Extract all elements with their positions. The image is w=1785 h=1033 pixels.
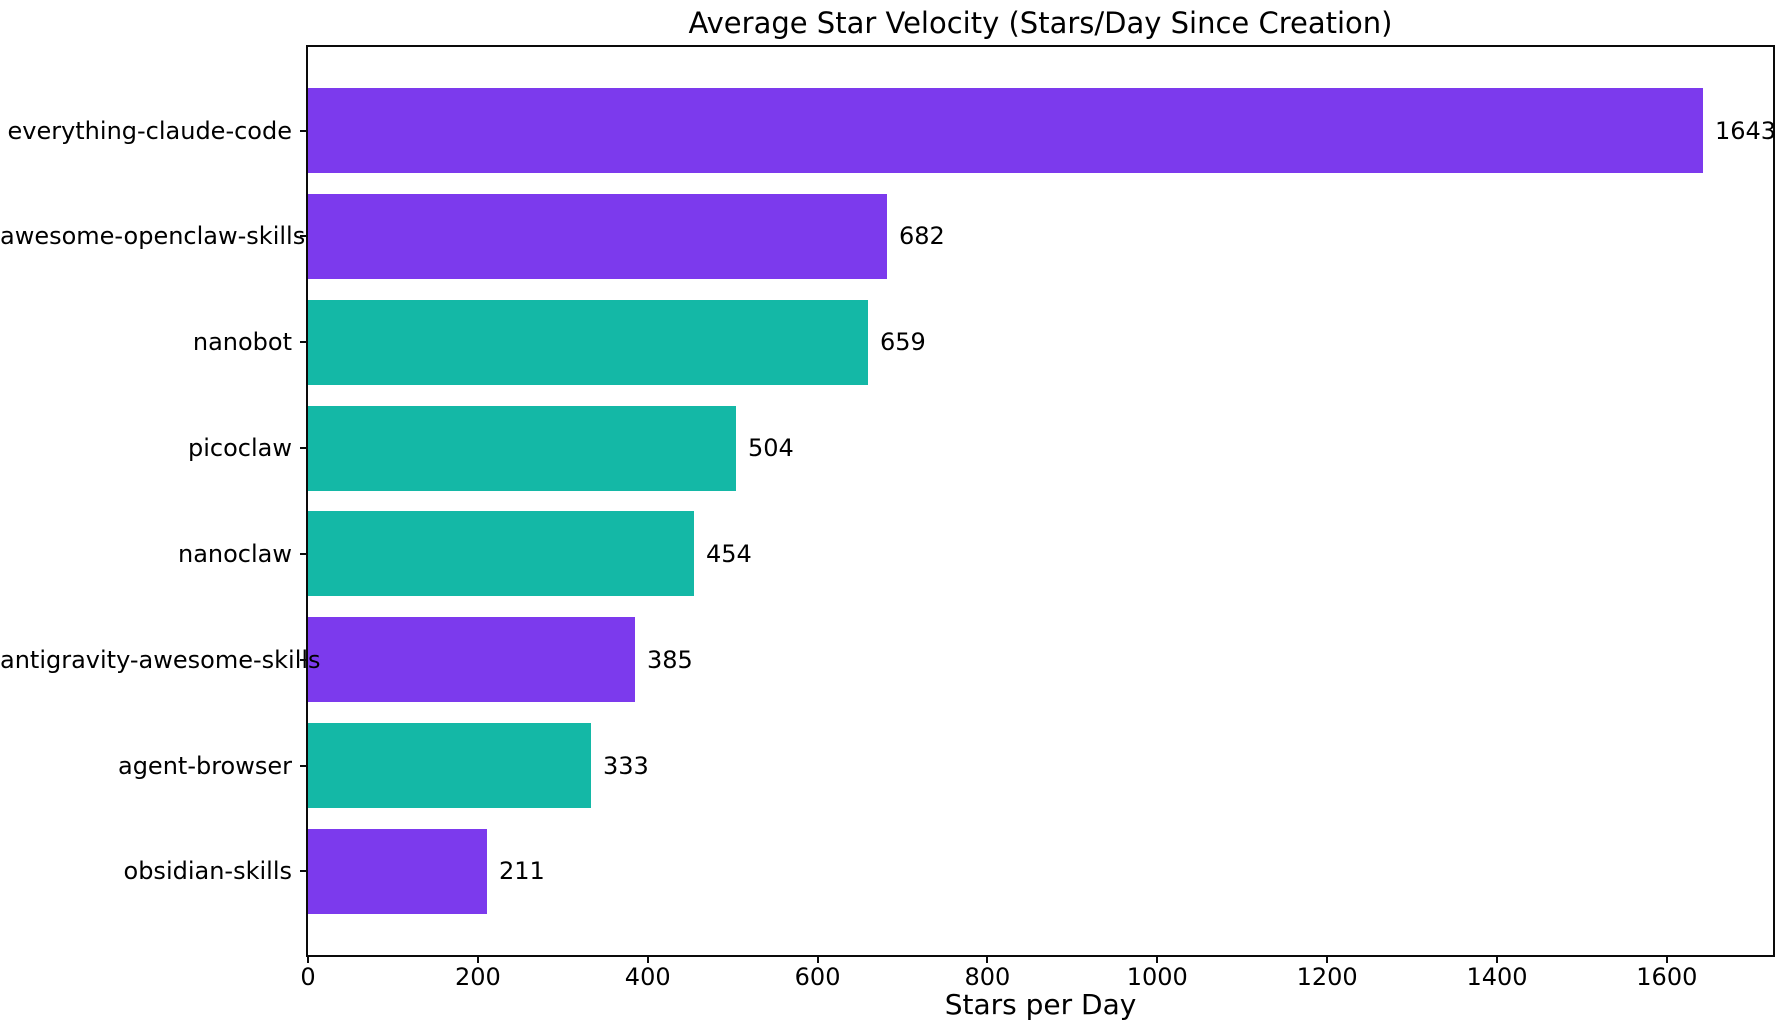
x-tick-label-200: 200 xyxy=(454,963,501,991)
x-tick-label-600: 600 xyxy=(794,963,841,991)
x-tick-mark xyxy=(1326,955,1329,963)
x-tick-label-1600: 1600 xyxy=(1636,963,1698,991)
x-tick-mark xyxy=(1495,955,1498,963)
y-tick-mark xyxy=(300,129,308,132)
y-tick-label-obsidian-skills: obsidian-skills xyxy=(123,857,292,886)
x-tick-label-400: 400 xyxy=(624,963,671,991)
value-label-nanobot: 659 xyxy=(880,328,926,357)
x-tick-label-0: 0 xyxy=(300,963,316,991)
y-tick-mark xyxy=(300,235,308,238)
x-tick-mark xyxy=(986,955,989,963)
y-tick-mark xyxy=(300,658,308,661)
x-tick-label-1200: 1200 xyxy=(1296,963,1358,991)
value-label-agent-browser: 333 xyxy=(603,751,649,780)
y-tick-mark xyxy=(300,447,308,450)
value-label-antigravity-awesome-skills: 385 xyxy=(647,645,693,674)
value-label-nanoclaw: 454 xyxy=(706,539,752,568)
bar-antigravity-awesome-skills xyxy=(308,617,635,703)
y-tick-mark xyxy=(300,764,308,767)
x-tick-label-800: 800 xyxy=(964,963,1011,991)
x-tick-mark xyxy=(307,955,309,963)
x-tick-mark xyxy=(476,955,479,963)
y-tick-label-awesome-openclaw-skills: awesome-openclaw-skills xyxy=(0,222,306,251)
value-label-awesome-openclaw-skills: 682 xyxy=(899,222,945,251)
bar-agent-browser xyxy=(308,723,591,809)
y-tick-mark xyxy=(300,870,308,873)
x-tick-label-1000: 1000 xyxy=(1126,963,1188,991)
x-tick-mark xyxy=(1156,955,1159,963)
y-tick-label-nanoclaw: nanoclaw xyxy=(177,539,292,568)
y-tick-label-picoclaw: picoclaw xyxy=(188,434,292,463)
bar-awesome-openclaw-skills xyxy=(308,193,887,279)
plot-area: 1643 682 659 504 454 385 333 211 xyxy=(306,45,1777,957)
bar-nanoclaw xyxy=(308,511,694,597)
y-tick-label-everything-claude-code: everything-claude-code xyxy=(7,116,292,145)
bar-picoclaw xyxy=(308,405,736,491)
y-tick-label-agent-browser: agent-browser xyxy=(117,751,292,780)
value-label-obsidian-skills: 211 xyxy=(499,857,545,886)
x-axis-label: Stars per Day xyxy=(944,988,1137,1021)
value-label-picoclaw: 504 xyxy=(748,434,794,463)
y-tick-label-nanobot: nanobot xyxy=(192,328,292,357)
y-tick-mark xyxy=(300,552,308,555)
x-tick-mark xyxy=(646,955,649,963)
x-tick-mark xyxy=(816,955,819,963)
bar-nanobot xyxy=(308,299,868,385)
y-tick-label-antigravity-awesome-skills: antigravity-awesome-skills xyxy=(0,645,321,674)
bar-everything-claude-code xyxy=(308,88,1703,174)
bar-obsidian-skills xyxy=(308,828,487,914)
chart-title: Average Star Velocity (Stars/Day Since C… xyxy=(688,6,1393,40)
x-tick-mark xyxy=(1665,955,1668,963)
value-label-everything-claude-code: 1643 xyxy=(1715,116,1777,145)
y-tick-mark xyxy=(300,341,308,344)
x-tick-label-1400: 1400 xyxy=(1466,963,1528,991)
